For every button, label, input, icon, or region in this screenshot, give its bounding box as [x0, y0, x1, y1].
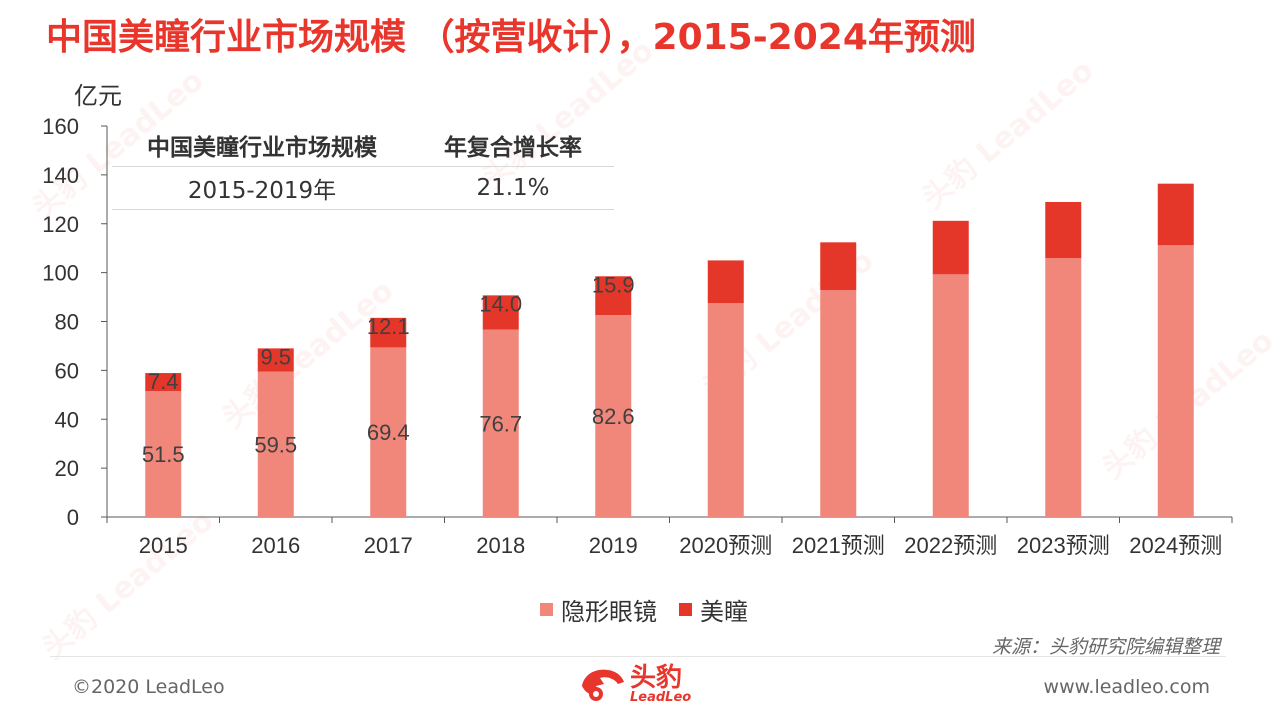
bar-contact-lens: [932, 274, 969, 517]
data-label: 76.7: [479, 411, 522, 436]
y-tick-label: 0: [67, 505, 79, 530]
legend-swatch-contact-lens: [540, 603, 553, 616]
data-label: 59.5: [254, 432, 297, 457]
bar-colored-lens: [595, 276, 632, 316]
page-title: 中国美瞳行业市场规模 （按营收计），2015-2024年预测: [46, 17, 976, 58]
bar-colored-lens: [932, 220, 969, 275]
x-tick-label: 2017: [364, 533, 413, 558]
data-label: 14.0: [479, 291, 522, 316]
x-tick-label: 2023预测: [1017, 533, 1110, 558]
chart-legend: 隐形眼镜 美瞳: [540, 592, 770, 627]
bar-contact-lens: [482, 329, 519, 517]
x-tick-label: 2020预测: [679, 533, 772, 558]
legend-swatch-colored-lens: [679, 603, 692, 616]
y-axis-unit: 亿元: [74, 82, 122, 110]
website-text: www.leadleo.com: [1043, 676, 1210, 698]
cagr-table-header: 中国美瞳行业市场规模 年复合增长率: [112, 124, 614, 167]
leopard-logo-icon: [582, 669, 624, 701]
logo-wordmark: 头豹 LeadLeo: [630, 665, 691, 704]
x-tick-label: 2021预测: [792, 533, 885, 558]
bar-colored-lens: [482, 295, 519, 330]
data-label: 69.4: [367, 420, 410, 445]
legend-item-contact-lens: 隐形眼镜: [540, 592, 657, 627]
x-tick-label: 2015: [139, 533, 188, 558]
bar-contact-lens: [595, 315, 632, 517]
bar-colored-lens: [1157, 183, 1194, 246]
x-tick-label: 2019: [589, 533, 638, 558]
bar-colored-lens: [1045, 202, 1082, 259]
bar-colored-lens: [820, 242, 857, 291]
logo-text-cn: 头豹: [630, 662, 683, 693]
bar-contact-lens: [707, 303, 744, 517]
legend-label-colored-lens: 美瞳: [700, 598, 748, 626]
data-label: 82.6: [592, 404, 635, 429]
bar-colored-lens: [370, 317, 407, 348]
cagr-table: 中国美瞳行业市场规模 年复合增长率 2015-2019年 21.1%: [112, 124, 614, 210]
data-label: 9.5: [260, 344, 291, 369]
bar-contact-lens: [820, 290, 857, 517]
y-tick-label: 40: [55, 407, 79, 432]
cagr-header-scope: 中国美瞳行业市场规模: [147, 135, 377, 161]
data-label: 7.4: [148, 369, 179, 394]
cagr-period: 2015-2019年: [187, 178, 337, 204]
bar-contact-lens: [1157, 245, 1194, 517]
x-tick-label: 2024预测: [1129, 533, 1222, 558]
x-tick-label: 2018: [476, 533, 525, 558]
x-tick-label: 2022预测: [904, 533, 997, 558]
legend-label-contact-lens: 隐形眼镜: [561, 598, 657, 626]
y-tick-label: 80: [55, 310, 79, 335]
bar-colored-lens: [707, 260, 744, 304]
bar-contact-lens: [1045, 258, 1082, 517]
cagr-header-rate: 年复合增长率: [444, 135, 582, 161]
cagr-value: 21.1%: [476, 175, 550, 201]
logo-text-en: LeadLeo: [630, 689, 692, 705]
footer-divider: [50, 656, 1226, 657]
y-tick-label: 120: [42, 212, 79, 237]
bar-contact-lens: [370, 347, 407, 517]
y-tick-label: 140: [42, 163, 79, 188]
data-label: 15.9: [592, 272, 635, 297]
data-label: 12.1: [367, 314, 410, 339]
bar-contact-lens: [145, 391, 182, 517]
bar-colored-lens: [257, 348, 294, 372]
bar-colored-lens: [145, 373, 182, 392]
copyright-text: ©2020 LeadLeo: [72, 676, 225, 698]
y-tick-label: 20: [55, 456, 79, 481]
legend-item-colored-lens: 美瞳: [679, 592, 748, 627]
data-label: 51.5: [142, 442, 185, 467]
y-tick-label: 100: [42, 261, 79, 286]
x-tick-label: 2016: [251, 533, 300, 558]
bar-contact-lens: [257, 371, 294, 517]
y-tick-label: 60: [55, 358, 79, 383]
source-note: 来源：头豹研究院编辑整理: [991, 636, 1220, 658]
y-tick-label: 160: [42, 114, 79, 139]
leadleo-logo: 头豹 LeadLeo: [578, 664, 691, 704]
cagr-table-row: 2015-2019年 21.1%: [112, 167, 614, 210]
